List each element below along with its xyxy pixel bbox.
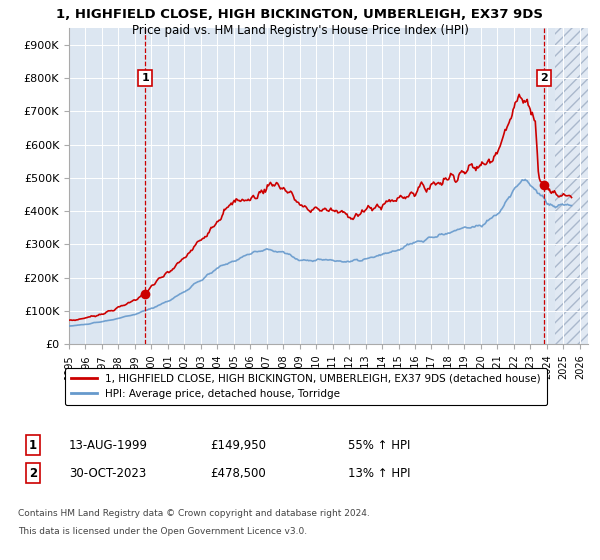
Text: This data is licensed under the Open Government Licence v3.0.: This data is licensed under the Open Gov…	[18, 528, 307, 536]
Text: 1: 1	[141, 73, 149, 83]
Text: Contains HM Land Registry data © Crown copyright and database right 2024.: Contains HM Land Registry data © Crown c…	[18, 509, 370, 518]
Text: 13% ↑ HPI: 13% ↑ HPI	[348, 466, 410, 480]
Text: £149,950: £149,950	[210, 438, 266, 452]
Text: 1, HIGHFIELD CLOSE, HIGH BICKINGTON, UMBERLEIGH, EX37 9DS: 1, HIGHFIELD CLOSE, HIGH BICKINGTON, UMB…	[56, 8, 544, 21]
Text: Price paid vs. HM Land Registry's House Price Index (HPI): Price paid vs. HM Land Registry's House …	[131, 24, 469, 37]
Bar	[555, 28, 588, 344]
Text: 2: 2	[540, 73, 548, 83]
Text: 2: 2	[29, 466, 37, 480]
Text: 30-OCT-2023: 30-OCT-2023	[69, 466, 146, 480]
Text: 55% ↑ HPI: 55% ↑ HPI	[348, 438, 410, 452]
Legend: 1, HIGHFIELD CLOSE, HIGH BICKINGTON, UMBERLEIGH, EX37 9DS (detached house), HPI:: 1, HIGHFIELD CLOSE, HIGH BICKINGTON, UMB…	[65, 367, 547, 405]
Text: £478,500: £478,500	[210, 466, 266, 480]
Text: 1: 1	[29, 438, 37, 452]
Text: 13-AUG-1999: 13-AUG-1999	[69, 438, 148, 452]
Bar	[555, 28, 588, 344]
